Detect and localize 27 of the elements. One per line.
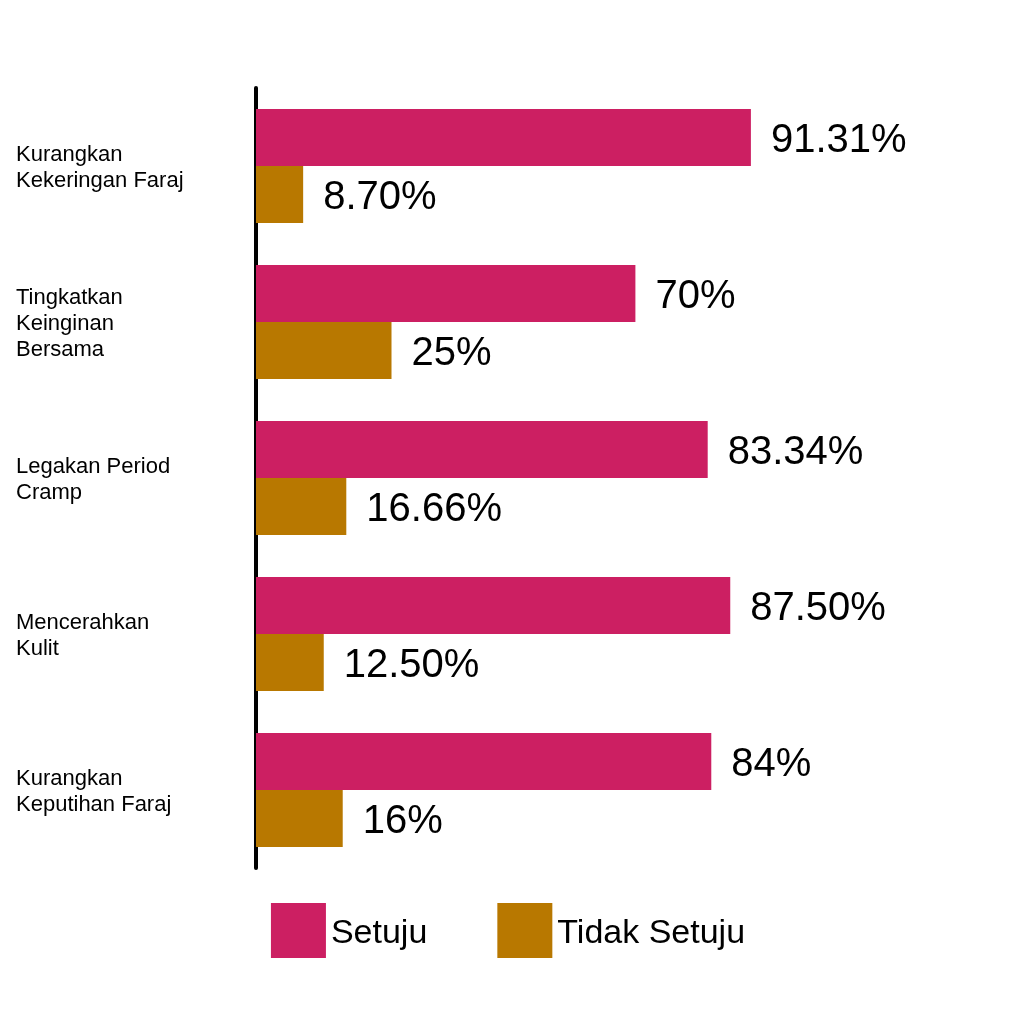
bar [256, 265, 636, 322]
y-tick-label: Tingkatkan Keinginan Bersama [16, 283, 123, 361]
data-label: 25% [411, 328, 492, 373]
legend-label: Tidak Setuju [557, 911, 746, 950]
bar [256, 577, 731, 634]
y-tick-label: Kurangkan Keputihan Faraj [16, 764, 172, 816]
data-label: 16% [362, 796, 443, 841]
data-label: 87.50% [750, 583, 886, 628]
data-label: 70% [655, 271, 736, 316]
bar [256, 790, 343, 847]
bar [256, 322, 392, 379]
data-label: 91.31% [770, 115, 907, 160]
bar [256, 166, 304, 223]
data-label: 83.34% [727, 427, 864, 472]
data-label: 8.70% [323, 172, 437, 217]
y-tick-label: Mencerahkan Kulit [16, 608, 150, 660]
legend-label: Setuju [330, 911, 428, 950]
bar [256, 109, 751, 166]
data-label: 16.66% [366, 484, 502, 529]
data-label: 84% [731, 739, 812, 784]
bar [256, 634, 324, 691]
bar [256, 421, 708, 478]
y-tick-label: Kurangkan Kekeringan Faraj [16, 140, 184, 192]
data-label: 12.50% [343, 640, 480, 685]
bar [256, 733, 712, 790]
y-tick-label: Legakan Period Cramp [16, 452, 171, 504]
bar [256, 478, 347, 535]
